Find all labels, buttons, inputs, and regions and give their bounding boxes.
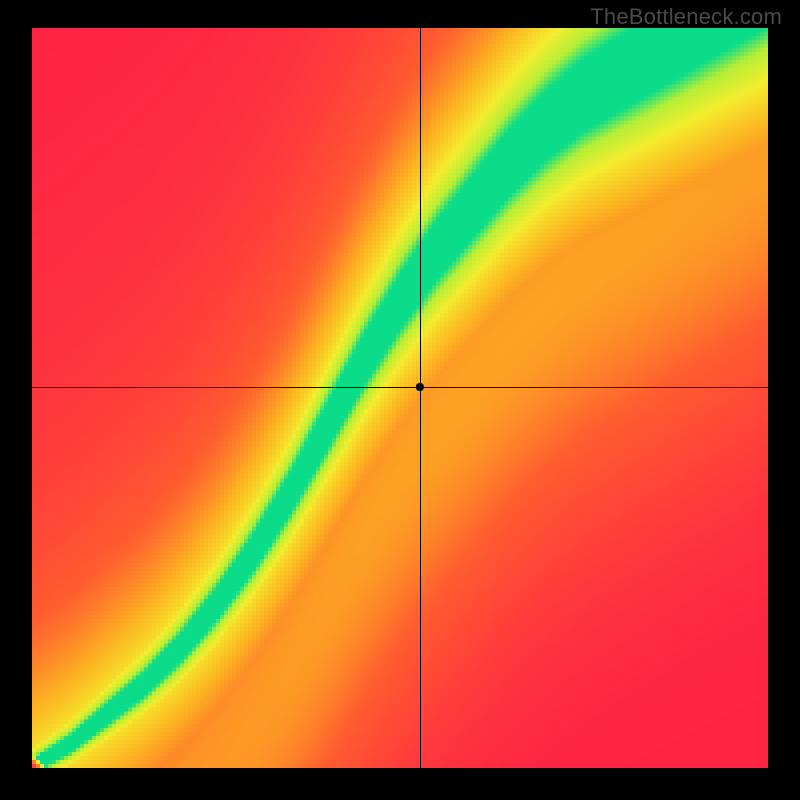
- chart-container: TheBottleneck.com: [0, 0, 800, 800]
- crosshair-overlay: [32, 28, 768, 768]
- watermark-text: TheBottleneck.com: [590, 4, 782, 30]
